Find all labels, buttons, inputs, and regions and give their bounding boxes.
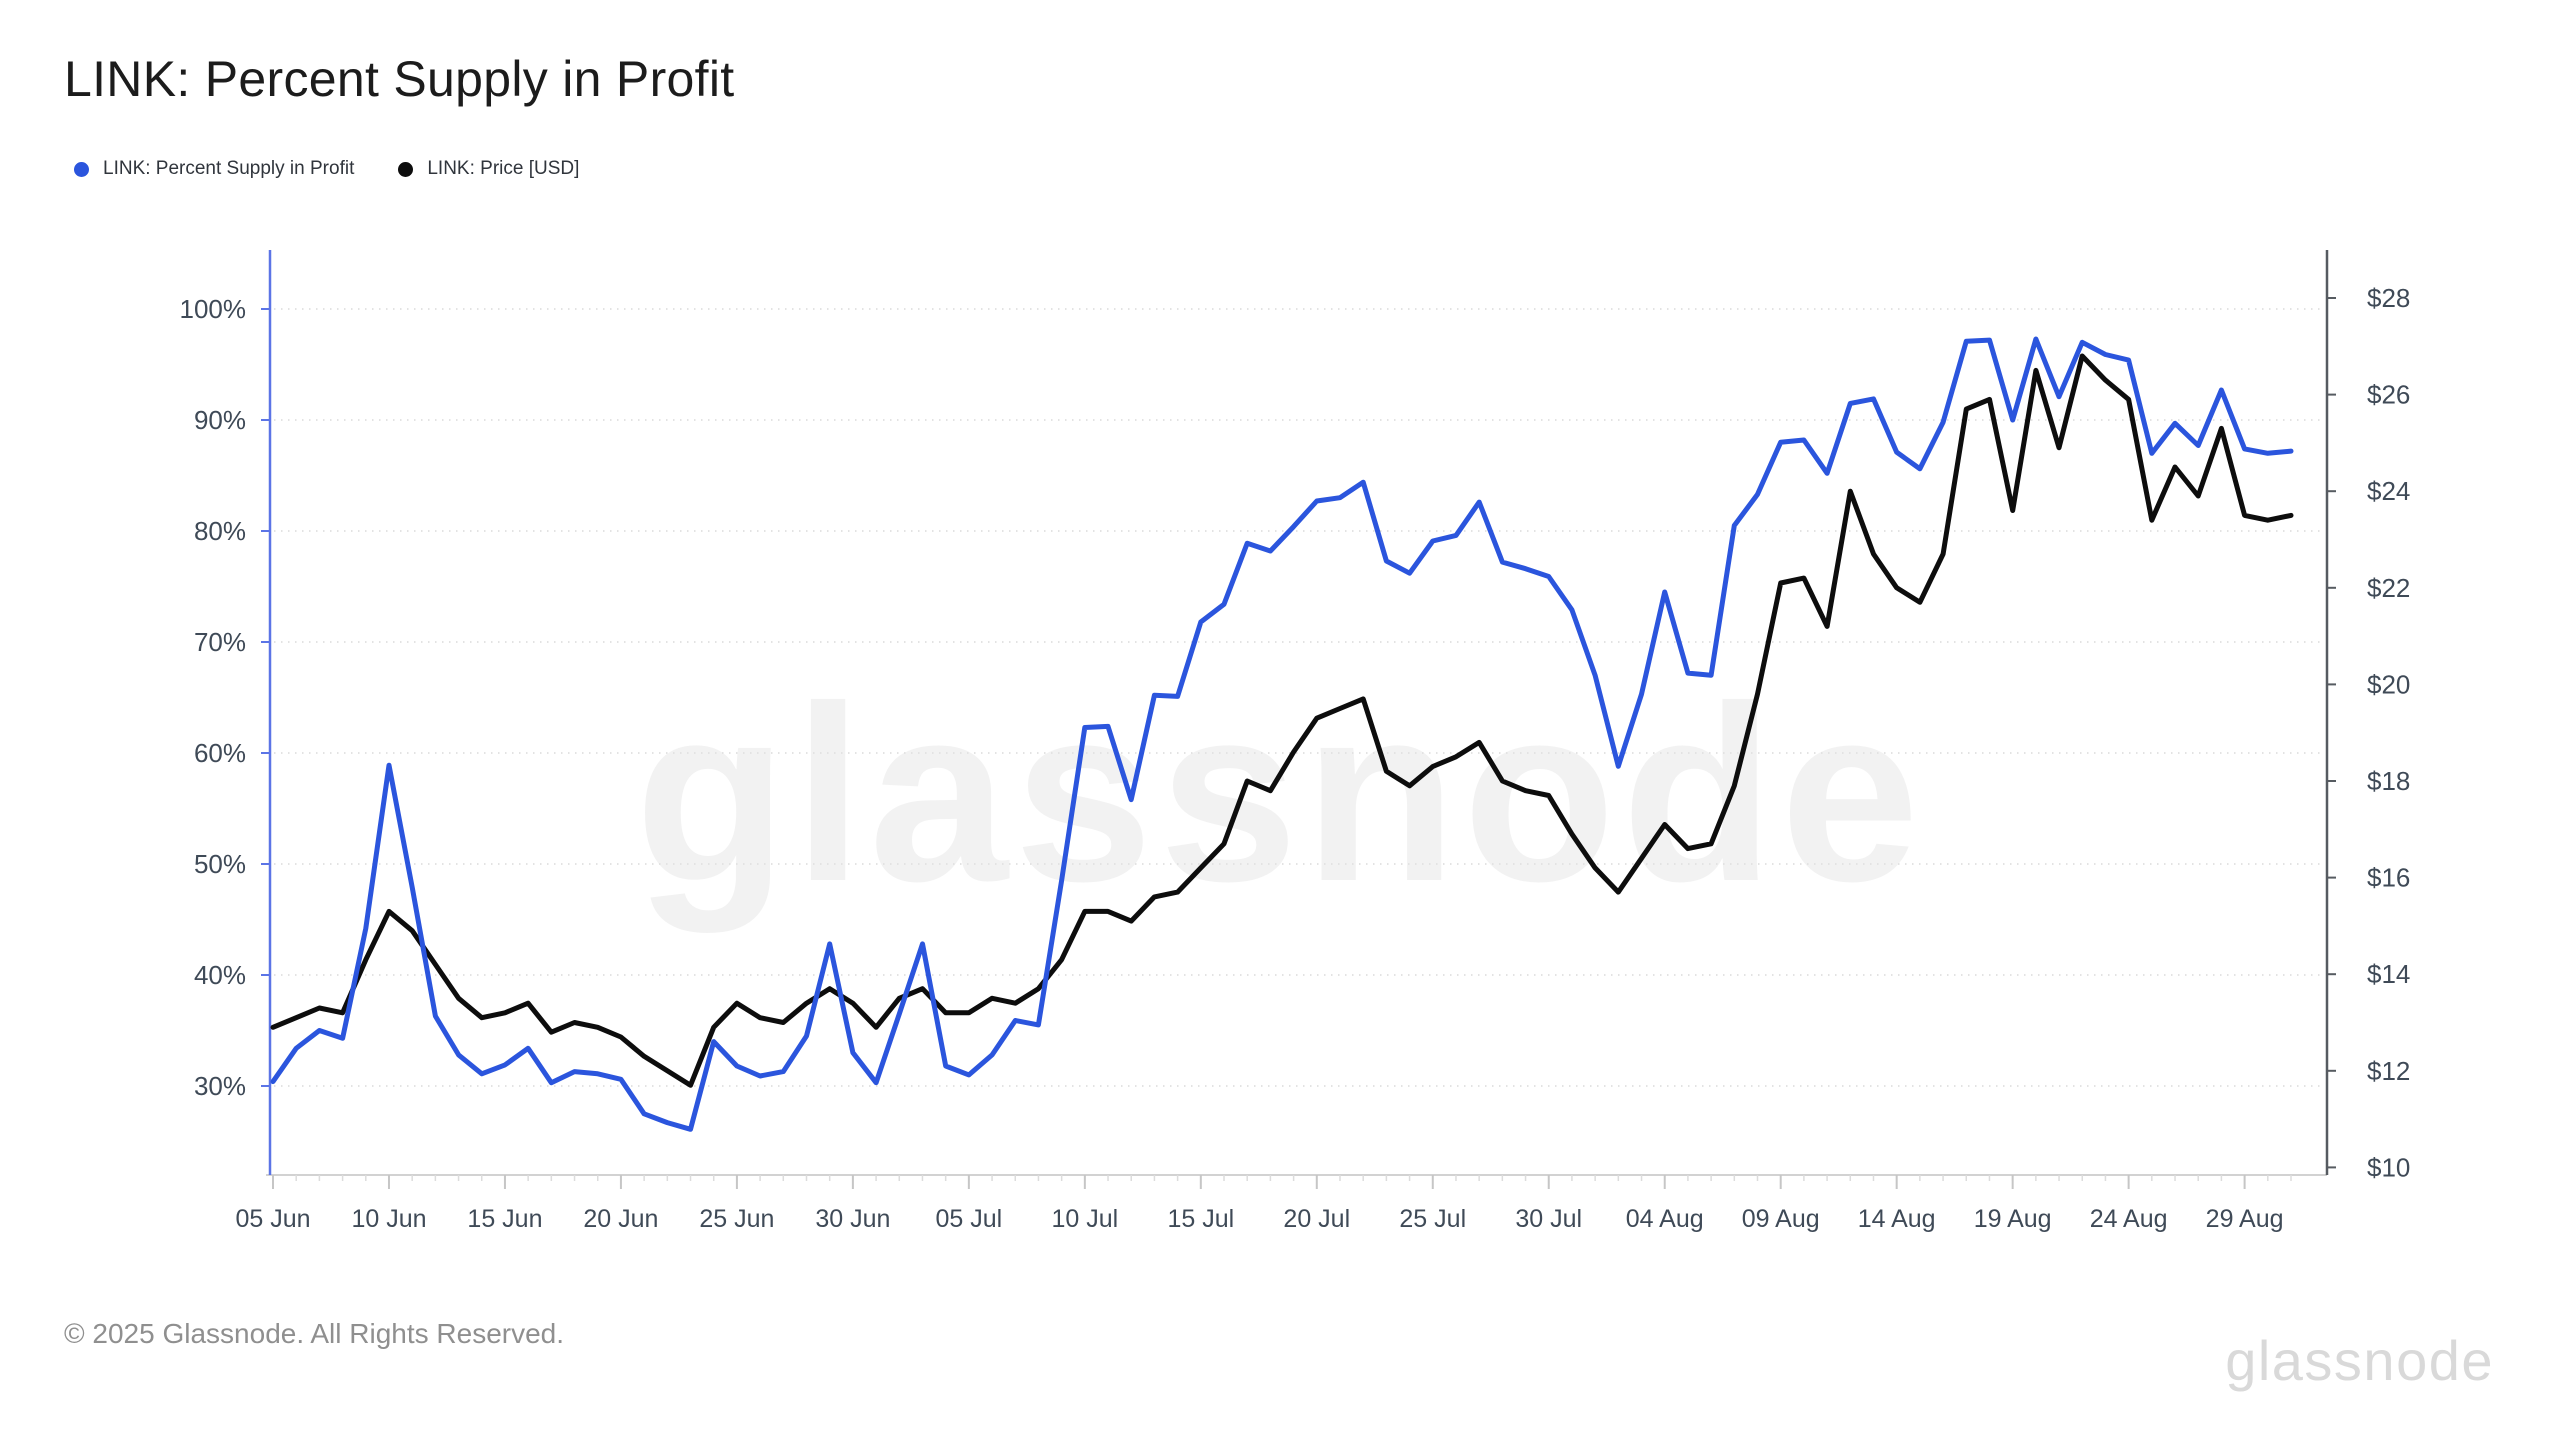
right-axis-tick-label: $10 — [2367, 1152, 2410, 1182]
x-tick-label: 05 Jul — [936, 1205, 1003, 1233]
left-axis-tick-label: 80% — [194, 516, 246, 546]
page-title: LINK: Percent Supply in Profit — [64, 51, 735, 107]
legend-label: LINK: Percent Supply in Profit — [103, 158, 355, 179]
left-axis-tick-label: 30% — [194, 1071, 246, 1101]
series-line-price-usd[interactable] — [270, 353, 2294, 1088]
x-tick-label: 29 Aug — [2206, 1205, 2284, 1233]
x-tick-label: 15 Jun — [467, 1205, 542, 1233]
legend-dot-blue-icon — [74, 161, 89, 177]
x-tick-label: 10 Jun — [351, 1205, 426, 1233]
right-axis-tick-label: $16 — [2367, 863, 2410, 893]
left-axis-tick-label: 90% — [194, 405, 246, 435]
x-tick-label: 20 Jul — [1283, 1205, 1350, 1233]
legend-dot-black-icon — [398, 161, 414, 177]
left-axis-tick-label: 70% — [194, 627, 246, 657]
watermark-glassnode: glassnode — [635, 654, 1925, 933]
series-line-percent-supply-in-profit[interactable] — [270, 336, 2294, 1132]
legend-item-price-usd[interactable]: LINK: Price [USD] — [398, 158, 579, 180]
x-tick-label: 04 Aug — [1626, 1205, 1704, 1233]
right-axis-tick-label: $28 — [2367, 283, 2410, 313]
glassnode-logo: glassnode — [2225, 1329, 2494, 1392]
right-axis-tick-label: $14 — [2367, 959, 2410, 989]
left-axis-tick-label: 100% — [180, 294, 247, 324]
x-tick-label: 10 Jul — [1051, 1205, 1118, 1233]
x-tick-label: 19 Aug — [1974, 1205, 2052, 1233]
footer-copyright: © 2025 Glassnode. All Rights Reserved. — [64, 1318, 565, 1349]
x-tick-label: 30 Jul — [1515, 1205, 1582, 1233]
x-tick-label: 15 Jul — [1167, 1205, 1234, 1233]
right-axis-tick-label: $18 — [2367, 766, 2410, 796]
left-axis-tick-label: 60% — [194, 738, 246, 768]
x-tick-label: 20 Jun — [583, 1205, 658, 1233]
x-tick-label: 30 Jun — [815, 1205, 890, 1233]
legend-label: LINK: Price [USD] — [427, 158, 580, 179]
x-tick-label: 09 Aug — [1742, 1205, 1820, 1233]
x-tick-label: 25 Jul — [1399, 1205, 1466, 1233]
right-axis-tick-label: $26 — [2367, 380, 2410, 410]
chart-legend: LINK: Percent Supply in Profit LINK: Pri… — [74, 158, 579, 180]
right-axis-tick-label: $12 — [2367, 1056, 2410, 1086]
right-axis-tick-label: $20 — [2367, 669, 2410, 699]
left-axis-tick-label: 50% — [194, 849, 246, 879]
x-tick-label: 25 Jun — [699, 1205, 774, 1233]
right-axis-tick-label: $22 — [2367, 573, 2410, 603]
x-tick-label: 24 Aug — [2090, 1205, 2168, 1233]
left-axis-tick-label: 40% — [194, 960, 246, 990]
right-axis-tick-label: $24 — [2367, 476, 2410, 506]
x-tick-label: 14 Aug — [1858, 1205, 1936, 1233]
x-tick-label: 05 Jun — [235, 1205, 310, 1233]
legend-item-percent-supply-in-profit[interactable]: LINK: Percent Supply in Profit — [74, 158, 354, 180]
